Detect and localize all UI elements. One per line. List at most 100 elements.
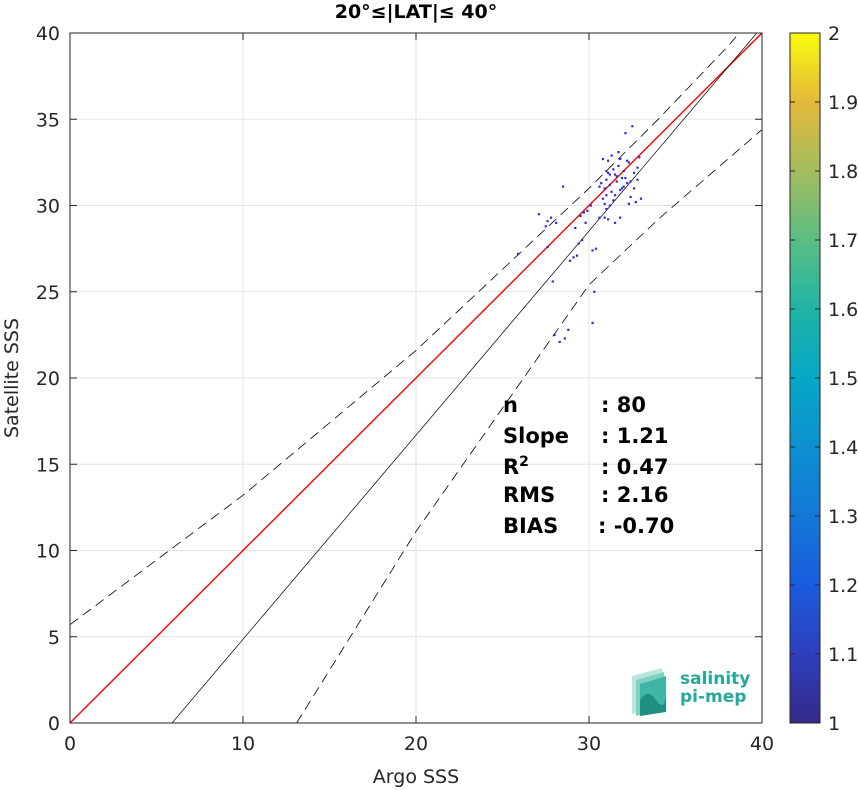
data-point bbox=[544, 225, 547, 228]
data-point bbox=[620, 187, 624, 190]
data-point bbox=[575, 254, 579, 257]
logo-line2: pi-mep bbox=[680, 687, 746, 707]
x-tick-label: 30 bbox=[577, 733, 601, 755]
data-point bbox=[555, 221, 558, 224]
data-point bbox=[549, 216, 553, 219]
stat-value: : 80 bbox=[601, 393, 646, 417]
plot-area bbox=[70, 33, 762, 723]
x-tick-label: 40 bbox=[750, 733, 774, 755]
data-point bbox=[629, 180, 632, 183]
colorbar-tick-label: 2 bbox=[828, 23, 840, 45]
stat-value: : 2.16 bbox=[601, 483, 669, 507]
data-point bbox=[629, 195, 632, 199]
data-point bbox=[608, 204, 611, 207]
data-point bbox=[613, 221, 617, 224]
data-point bbox=[586, 209, 589, 212]
colorbar-tick-label: 1.9 bbox=[828, 92, 858, 114]
data-point bbox=[619, 216, 622, 219]
data-point bbox=[632, 171, 636, 174]
salinity-pi-mep-logo: salinity pi-mep bbox=[632, 668, 750, 716]
data-point bbox=[607, 218, 610, 221]
data-point bbox=[612, 199, 615, 202]
stat-value: : 0.47 bbox=[601, 455, 669, 479]
data-point bbox=[613, 194, 617, 197]
data-point bbox=[626, 159, 629, 162]
data-point bbox=[634, 201, 637, 204]
data-point bbox=[591, 249, 594, 252]
data-point bbox=[517, 252, 520, 255]
data-point bbox=[594, 247, 598, 250]
colorbar-tick-label: 1.5 bbox=[828, 368, 858, 390]
data-point bbox=[620, 176, 624, 180]
colorbar-tick-label: 1.4 bbox=[828, 437, 858, 459]
data-point bbox=[636, 166, 639, 169]
data-point bbox=[551, 280, 554, 283]
data-point bbox=[562, 185, 565, 188]
y-tick-label: 30 bbox=[36, 196, 60, 218]
data-point bbox=[608, 173, 611, 176]
y-tick-label: 0 bbox=[48, 713, 60, 735]
data-point bbox=[617, 164, 620, 168]
stat-label: RMS bbox=[503, 483, 555, 507]
data-point bbox=[603, 202, 606, 205]
data-point bbox=[577, 242, 580, 245]
data-point bbox=[546, 245, 549, 249]
data-point bbox=[624, 132, 627, 135]
y-tick-label: 25 bbox=[36, 282, 60, 304]
logo-wave-icon bbox=[632, 668, 666, 716]
data-point bbox=[615, 175, 618, 178]
data-point bbox=[598, 185, 601, 188]
colorbar-tick-label: 1.7 bbox=[828, 230, 858, 252]
data-point bbox=[613, 173, 617, 176]
x-tick-label: 20 bbox=[404, 733, 428, 755]
stat-value: : -0.70 bbox=[598, 514, 674, 538]
data-point bbox=[572, 256, 575, 259]
colorbar-tick-label: 1 bbox=[828, 713, 840, 735]
data-point bbox=[584, 221, 587, 224]
stat-label: Slope bbox=[503, 424, 569, 448]
colorbar: 1 1.1 1.2 1.3 1.4 1.5 1.6 1.7 1.8 1.9 2 bbox=[789, 23, 858, 735]
data-point bbox=[622, 170, 625, 173]
stat-label: n bbox=[503, 393, 518, 417]
colorbar-tick-label: 1.2 bbox=[828, 575, 858, 597]
data-point bbox=[598, 216, 601, 219]
data-point bbox=[546, 220, 549, 223]
data-point bbox=[624, 176, 627, 180]
y-tick-label: 15 bbox=[36, 454, 60, 476]
data-point bbox=[619, 157, 622, 161]
data-point bbox=[589, 204, 592, 207]
y-tick-label: 5 bbox=[48, 627, 60, 649]
y-tick-label: 10 bbox=[36, 541, 60, 563]
data-point bbox=[627, 202, 630, 205]
envelope-upper-dashed bbox=[70, 33, 740, 626]
data-point bbox=[632, 187, 636, 190]
data-point bbox=[574, 226, 577, 230]
data-point bbox=[610, 154, 613, 157]
data-point bbox=[627, 161, 630, 164]
data-point bbox=[558, 340, 561, 343]
y-tick-label: 40 bbox=[36, 23, 60, 45]
identity-line bbox=[70, 33, 762, 723]
statistics-box: n: 80 Slope: 1.21 R2: 0.47 RMS: 2.16 BIAS: -… bbox=[503, 393, 674, 538]
data-point bbox=[601, 197, 605, 200]
axis-ticks: 0 10 20 30 40 0 5 10 15 20 25 30 35 40 bbox=[36, 23, 774, 755]
data-point bbox=[581, 239, 584, 242]
stat-value: : 1.21 bbox=[601, 424, 669, 448]
y-tick-label: 20 bbox=[36, 368, 60, 390]
data-point bbox=[567, 328, 570, 331]
data-point bbox=[600, 182, 603, 185]
data-point bbox=[582, 211, 586, 214]
data-point bbox=[605, 178, 608, 181]
data-point bbox=[626, 182, 629, 185]
x-axis-label: Argo SSS bbox=[373, 766, 459, 788]
data-point bbox=[631, 125, 634, 128]
stat-label: BIAS bbox=[503, 514, 558, 538]
colorbar-tick-label: 1.3 bbox=[828, 506, 858, 528]
data-point bbox=[603, 187, 606, 190]
data-point bbox=[605, 170, 608, 173]
data-point bbox=[622, 185, 625, 188]
y-axis-label: Satellite SSS bbox=[1, 318, 23, 438]
data-point bbox=[579, 214, 582, 218]
data-point bbox=[601, 157, 605, 161]
